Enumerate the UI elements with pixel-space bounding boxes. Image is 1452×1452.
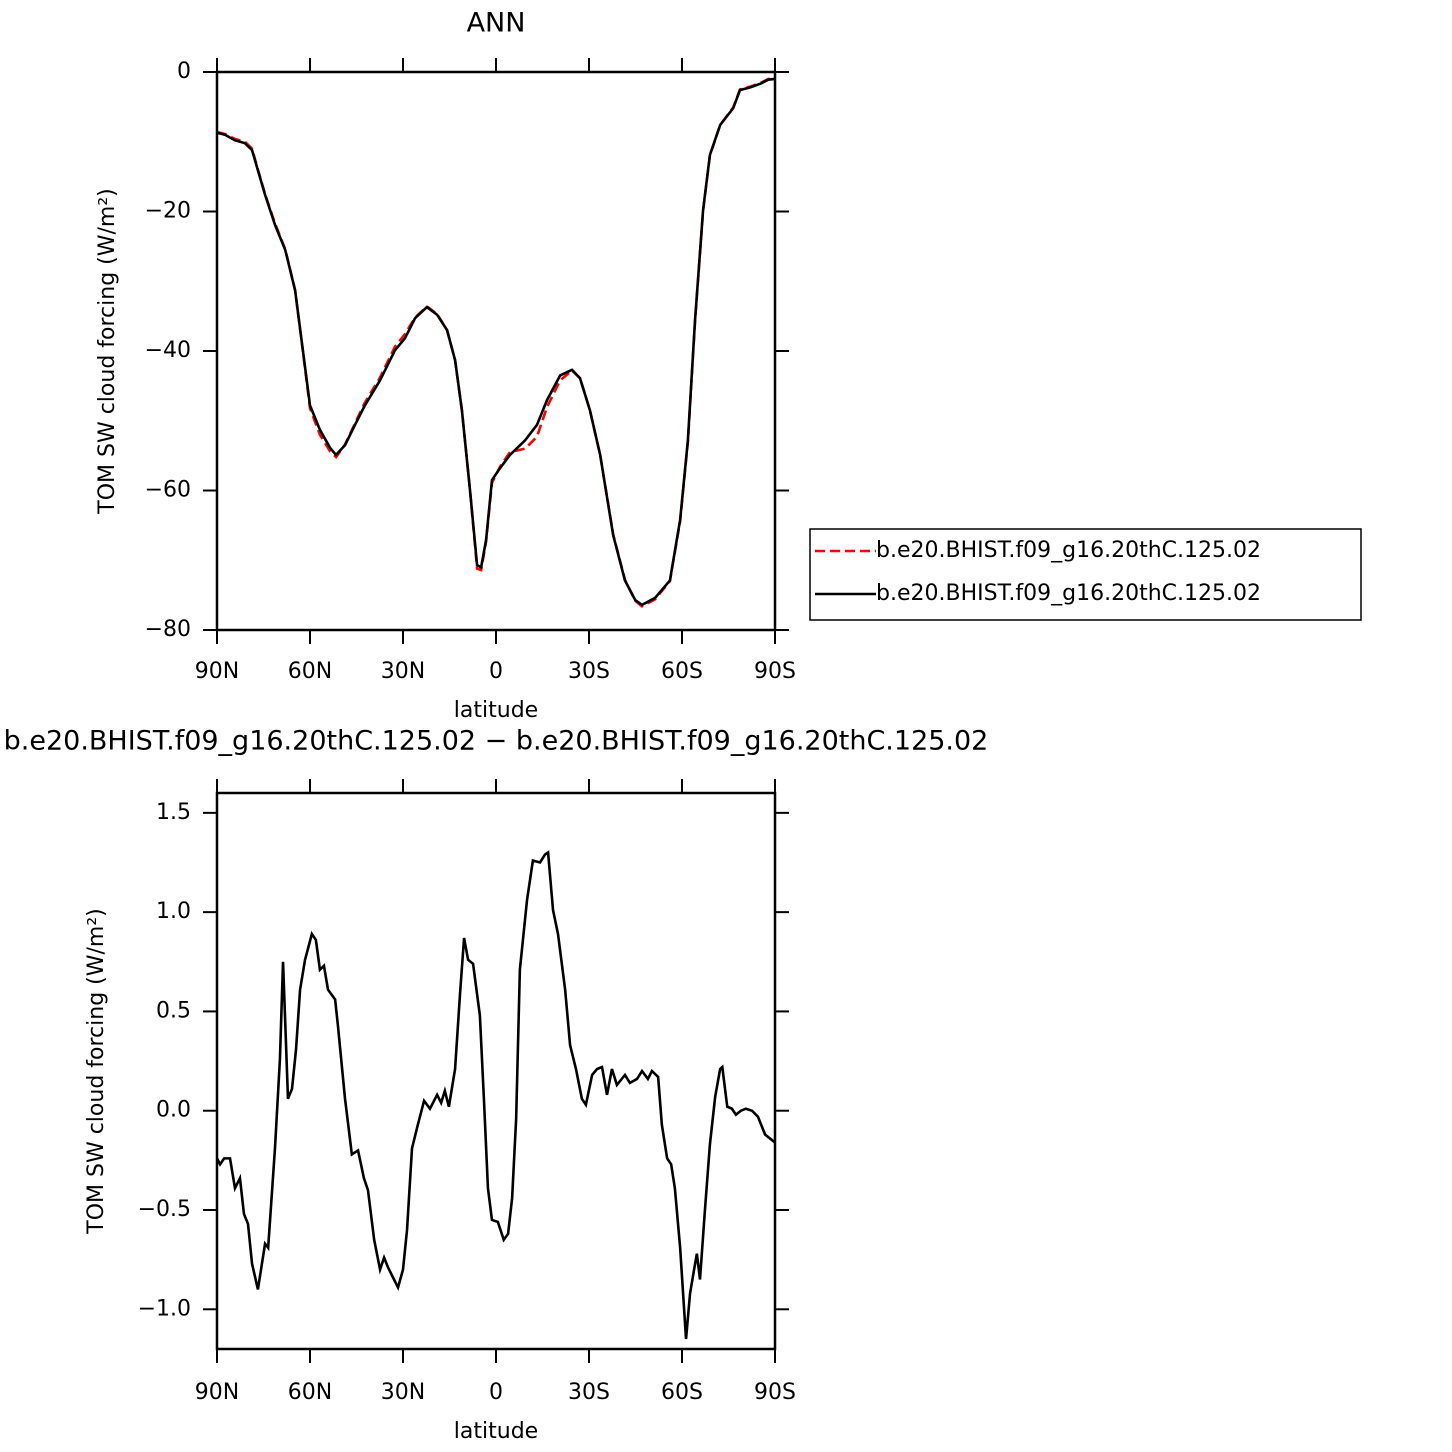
y-axis-label: TOM SW cloud forcing (W/m²) [95, 188, 120, 514]
chart-title: b.e20.BHIST.f09_g16.20thC.125.02 − b.e20… [4, 726, 989, 757]
legend-box [809, 528, 1362, 621]
x-axis-label: latitude [454, 698, 538, 723]
legend-label: b.e20.BHIST.f09_g16.20thC.125.02 [876, 581, 1261, 606]
y-tick-label: −80 [145, 617, 191, 642]
x-tick-label: 60S [661, 659, 703, 684]
x-tick-label: 90S [754, 659, 796, 684]
x-tick-label: 60N [288, 1380, 332, 1405]
y-tick-label: 0 [177, 59, 191, 84]
x-tick-label: 90S [754, 1380, 796, 1405]
plot-frame [215, 70, 777, 632]
chart-title: ANN [467, 8, 526, 39]
x-tick-label: 30N [381, 659, 425, 684]
x-tick-label: 60N [288, 659, 332, 684]
y-tick-label: 0.5 [156, 998, 191, 1023]
y-tick-label: −20 [145, 199, 191, 224]
x-tick-label: 0 [489, 1380, 503, 1405]
plot-frame [215, 791, 777, 1351]
y-axis-label: TOM SW cloud forcing (W/m²) [84, 908, 109, 1234]
legend-label: b.e20.BHIST.f09_g16.20thC.125.02 [876, 538, 1261, 563]
x-tick-label: 30S [568, 659, 610, 684]
x-tick-label: 30N [381, 1380, 425, 1405]
y-tick-label: −60 [145, 478, 191, 503]
x-tick-label: 90N [195, 1380, 239, 1405]
x-tick-label: 90N [195, 659, 239, 684]
y-tick-label: −1.0 [138, 1296, 191, 1321]
y-tick-label: −40 [145, 338, 191, 363]
x-tick-label: 30S [568, 1380, 610, 1405]
y-tick-label: 0.0 [156, 1098, 191, 1123]
y-tick-label: −0.5 [138, 1197, 191, 1222]
x-tick-label: 0 [489, 659, 503, 684]
y-tick-label: 1.5 [156, 800, 191, 825]
data-line [215, 850, 776, 1340]
x-axis-label: latitude [454, 1419, 538, 1444]
x-tick-label: 60S [661, 1380, 703, 1405]
y-tick-label: 1.0 [156, 899, 191, 924]
data-line [216, 77, 776, 607]
